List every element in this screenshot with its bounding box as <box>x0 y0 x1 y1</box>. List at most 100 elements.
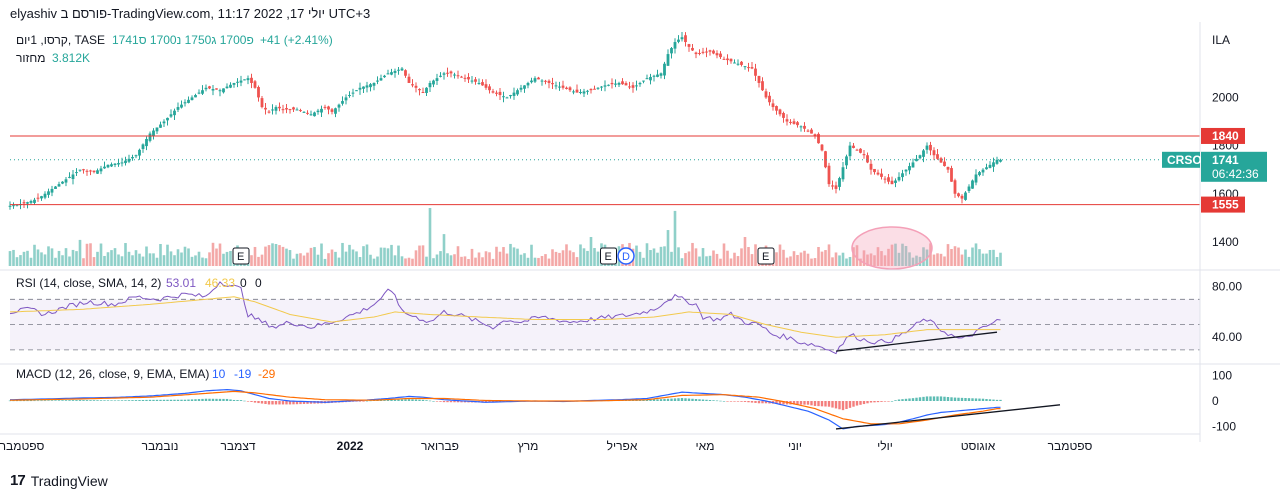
volume-bar <box>285 248 288 266</box>
volume-bar <box>526 257 530 266</box>
volume-bar <box>789 256 792 266</box>
volume-bar <box>705 256 708 266</box>
volume-bar <box>110 250 113 266</box>
volume-bar <box>950 248 953 266</box>
candle-body <box>141 144 145 149</box>
candle-body <box>404 70 407 76</box>
candle-body <box>869 163 873 170</box>
macd-histogram-bar <box>428 400 432 402</box>
candle-body <box>687 44 691 47</box>
candle-body <box>435 78 439 81</box>
candle-body <box>271 109 274 111</box>
macd-histogram-bar <box>761 401 764 404</box>
volume-bar <box>204 258 208 266</box>
volume-bar <box>638 251 642 266</box>
macd-histogram-bar <box>26 400 29 402</box>
macd-histogram-bar <box>925 396 929 401</box>
macd-histogram-bar <box>33 400 36 402</box>
macd-histogram-bar <box>841 401 845 411</box>
macd-histogram-bar <box>306 401 309 404</box>
macd-histogram-bar <box>999 399 1002 401</box>
volume-bar <box>848 256 852 266</box>
macd-histogram-bar <box>691 398 694 401</box>
volume-bar <box>54 257 57 266</box>
macd-pane[interactable] <box>8 388 1061 430</box>
volume-bar <box>645 243 649 266</box>
candle-body <box>488 86 491 91</box>
volume-bar <box>208 252 211 266</box>
volume-bar <box>148 253 152 266</box>
candle-body <box>908 166 911 171</box>
candle-body <box>309 114 313 116</box>
level-tag-label: 1555 <box>1212 198 1239 212</box>
macd-histogram-bar <box>743 401 747 402</box>
macd-histogram-bar <box>866 401 869 404</box>
macd-histogram-bar <box>736 401 740 402</box>
candle-body <box>796 122 799 126</box>
volume-bar <box>344 251 348 266</box>
volume-bar <box>733 252 736 266</box>
candle-body <box>610 82 614 85</box>
candle-body <box>894 180 897 183</box>
volume-bar <box>369 254 372 266</box>
macd-histogram-bar <box>404 399 407 401</box>
volume-bar <box>379 247 383 266</box>
macd-histogram-bar <box>12 400 15 402</box>
volume-bar <box>974 243 978 266</box>
macd-histogram-bar <box>883 401 887 402</box>
macd-histogram-bar <box>869 401 873 403</box>
candle-body <box>337 104 341 108</box>
rsi-pane[interactable] <box>9 281 1200 355</box>
volume-bar <box>999 252 1002 266</box>
volume-bar <box>453 254 456 266</box>
macd-histogram-bar <box>302 401 306 404</box>
macd-histogram-bar <box>78 400 82 401</box>
macd-histogram-bar <box>649 399 652 401</box>
macd-histogram-bar <box>449 401 453 403</box>
candle-body <box>743 66 747 68</box>
volume-bar <box>586 250 589 266</box>
macd-histogram-bar <box>141 399 145 401</box>
volume-bar <box>278 245 281 266</box>
candle-body <box>505 97 509 99</box>
candle-body <box>712 50 715 54</box>
candle-body <box>838 178 841 187</box>
candle-body <box>771 103 775 108</box>
candle-body <box>845 156 848 166</box>
macd-histogram-bar <box>708 400 712 401</box>
volume-bar <box>26 250 29 266</box>
earnings-marker-icon <box>600 247 617 265</box>
volume-bar <box>855 245 859 266</box>
macd-histogram-bar <box>299 401 302 405</box>
volume-bar <box>197 251 201 266</box>
volume-bar <box>225 251 229 266</box>
volume-bar <box>838 255 841 266</box>
candle-body <box>348 95 351 97</box>
candle-body <box>827 165 831 185</box>
macd-histogram-bar <box>712 400 715 401</box>
candle-body <box>124 160 127 164</box>
volume-bar <box>736 256 740 266</box>
macd-histogram-bar <box>880 401 883 402</box>
candle-body <box>110 164 113 167</box>
candle-body <box>806 130 810 132</box>
volume-bar <box>425 256 428 266</box>
candle-body <box>719 53 722 58</box>
macd-histogram-bar <box>687 398 691 401</box>
volume-bar <box>229 250 232 266</box>
macd-histogram-bar <box>40 400 43 402</box>
volume-bar <box>152 253 155 266</box>
volume-bar <box>799 252 803 266</box>
candle-body <box>222 88 225 93</box>
macd-histogram-bar <box>201 398 204 401</box>
tradingview-brand[interactable]: 17 TradingView <box>10 472 108 489</box>
candle-body <box>810 129 813 134</box>
volume-bar <box>715 253 719 266</box>
volume-bar <box>995 257 999 266</box>
level-tag <box>1201 196 1245 213</box>
candle-body <box>372 82 376 86</box>
macd-histogram-bar <box>362 401 365 402</box>
price-pane[interactable]: E E ED <box>8 31 1200 270</box>
